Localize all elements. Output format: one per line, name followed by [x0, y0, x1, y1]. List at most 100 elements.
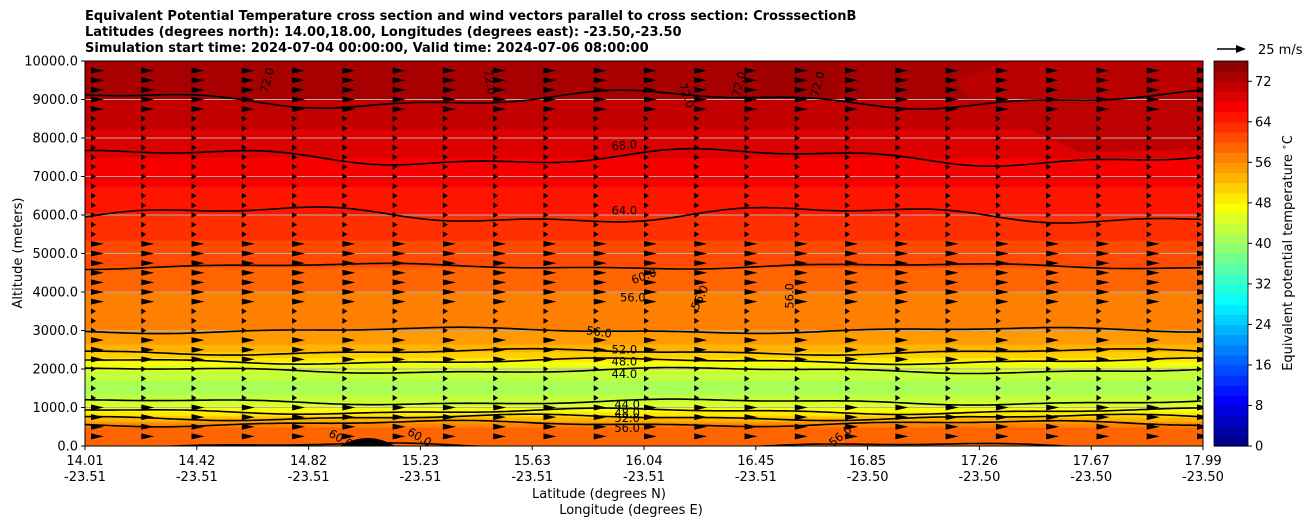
wind-vector — [945, 192, 951, 199]
fill-band — [85, 265, 1203, 268]
wind-vector — [91, 366, 96, 372]
wind-vector — [845, 423, 859, 430]
wind-vector — [945, 250, 959, 257]
wind-vector — [995, 115, 1001, 122]
wind-vector — [1046, 115, 1052, 122]
wind-vector — [191, 173, 197, 180]
fill-band — [85, 132, 1203, 135]
wind-vector — [644, 183, 649, 190]
wind-vector — [694, 96, 708, 103]
wind-vector — [292, 433, 306, 440]
fill-band — [85, 72, 1203, 76]
wind-vector — [1046, 337, 1060, 344]
wind-vector — [694, 375, 700, 382]
fill-band — [85, 130, 1203, 133]
wind-vector — [292, 96, 306, 103]
wind-vector — [644, 404, 657, 411]
wind-vector — [744, 327, 750, 334]
wind-vector — [543, 327, 549, 334]
wind-vector — [845, 86, 859, 93]
colorbar-tick-label: 8 — [1255, 399, 1263, 414]
wind-vector — [1146, 231, 1152, 238]
wind-vector — [694, 366, 700, 372]
wind-vector — [845, 144, 851, 151]
wind-vector — [1096, 231, 1102, 238]
wind-vector — [945, 240, 959, 247]
wind-vector — [794, 423, 808, 430]
wind-vector — [744, 240, 758, 247]
wind-vector — [342, 366, 348, 372]
wind-vector — [694, 86, 708, 93]
wind-vector — [995, 279, 1009, 286]
fill-band — [85, 255, 1203, 258]
wind-vector — [744, 86, 758, 93]
wind-vector — [442, 260, 456, 267]
wind-vector — [1046, 346, 1060, 353]
wind-vector — [191, 115, 197, 122]
wind-vector — [995, 337, 1009, 344]
colorbar-band — [1214, 243, 1248, 255]
wind-vector — [644, 115, 649, 122]
wind-vector — [442, 250, 456, 257]
fill-band — [85, 409, 1203, 412]
wind-vector — [794, 308, 800, 315]
wind-vector — [644, 163, 649, 170]
wind-vector — [91, 135, 96, 141]
wind-vector — [744, 144, 750, 151]
wind-vector — [1146, 135, 1152, 141]
fill-band — [85, 401, 1203, 405]
wind-vector — [694, 414, 708, 421]
wind-vector — [543, 423, 557, 430]
wind-vector — [543, 96, 557, 103]
wind-vector — [392, 240, 406, 247]
wind-vector — [995, 289, 1009, 295]
wind-vector — [895, 144, 901, 151]
wind-vector — [292, 308, 298, 315]
wind-vector — [241, 279, 255, 286]
quiver-key: 25 m/s — [1217, 43, 1303, 58]
wind-vector — [945, 154, 951, 161]
wind-vector — [845, 183, 851, 190]
contour-label: 56.0 — [783, 283, 797, 309]
wind-vector — [141, 279, 155, 286]
wind-vector — [794, 279, 808, 286]
wind-vector — [845, 385, 851, 392]
wind-vector — [543, 317, 549, 324]
wind-vector — [1096, 260, 1110, 267]
y-tick-label: 2000.0 — [33, 363, 79, 378]
wind-vector — [1096, 317, 1102, 324]
wind-vector — [593, 279, 607, 286]
wind-vector — [593, 106, 607, 113]
wind-vector — [1146, 183, 1152, 190]
contour-line — [85, 413, 1202, 422]
x-tick-lat: 17.99 — [1184, 454, 1221, 469]
wind-vector — [845, 212, 851, 218]
wind-vector — [493, 404, 507, 411]
wind-vector — [593, 327, 599, 334]
wind-vector — [543, 106, 557, 113]
wind-vector — [392, 96, 406, 103]
wind-vector — [543, 250, 557, 257]
warm-anomaly — [955, 61, 1203, 152]
fill-band — [85, 334, 1203, 337]
wind-vector — [91, 212, 96, 218]
wind-vector — [493, 260, 507, 267]
wind-vector — [442, 356, 456, 363]
wind-vector — [141, 260, 155, 267]
wind-vector — [1146, 163, 1152, 170]
wind-vector — [694, 317, 700, 324]
wind-vector — [744, 298, 758, 305]
wind-vector — [895, 327, 901, 334]
wind-vector — [744, 279, 758, 286]
wind-vector — [995, 212, 1001, 218]
wind-vector — [91, 337, 104, 344]
wind-vector — [191, 375, 197, 382]
fill-band — [85, 170, 1203, 174]
wind-vector — [442, 77, 456, 84]
wind-vector — [292, 317, 298, 324]
wind-vector — [191, 327, 197, 334]
wind-vector — [995, 77, 1009, 84]
wind-vector — [543, 231, 549, 238]
wind-vector — [241, 192, 247, 199]
